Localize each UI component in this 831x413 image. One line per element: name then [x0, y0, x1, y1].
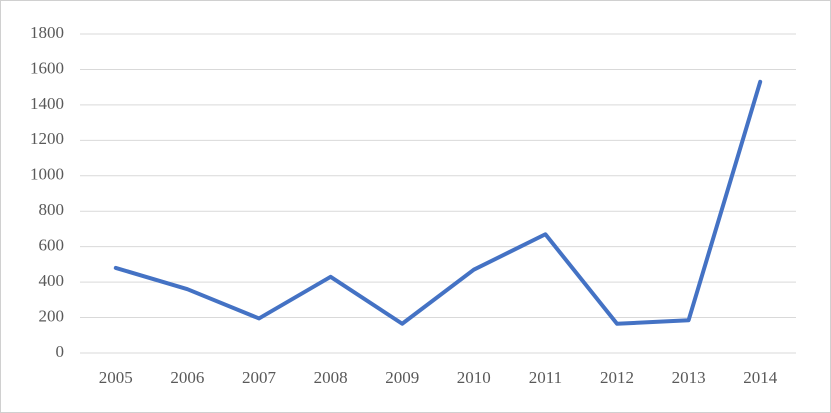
x-tick-label: 2013	[672, 368, 706, 387]
y-tick-label: 1800	[30, 23, 64, 42]
x-tick-label: 2014	[743, 368, 778, 387]
y-tick-label: 1600	[30, 58, 64, 77]
x-tick-label: 2011	[529, 368, 562, 387]
y-tick-label: 200	[39, 306, 65, 325]
x-tick-label: 2008	[314, 368, 348, 387]
y-tick-label: 400	[39, 271, 65, 290]
y-tick-label: 0	[56, 342, 65, 361]
y-tick-label: 600	[39, 236, 65, 255]
y-tick-label: 800	[39, 200, 65, 219]
y-tick-label: 1400	[30, 94, 64, 113]
x-tick-label: 2007	[242, 368, 277, 387]
x-tick-label: 2009	[385, 368, 419, 387]
x-tick-label: 2006	[170, 368, 204, 387]
x-tick-label: 2005	[99, 368, 133, 387]
y-tick-label: 1000	[30, 165, 64, 184]
x-tick-label: 2012	[600, 368, 634, 387]
x-tick-label: 2010	[457, 368, 491, 387]
data-line	[113, 79, 763, 326]
y-tick-label: 1200	[30, 129, 64, 148]
